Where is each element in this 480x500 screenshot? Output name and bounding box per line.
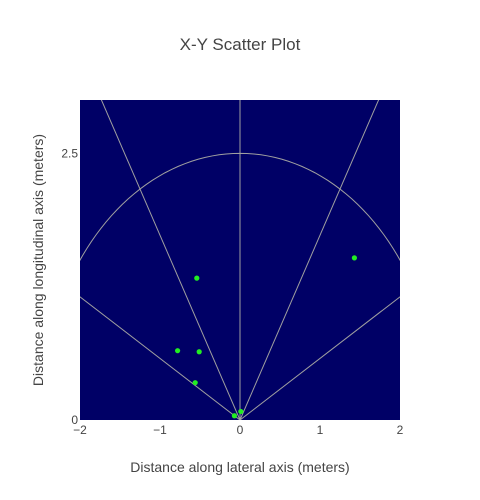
data-point xyxy=(238,408,244,415)
y-tick-label: 0 xyxy=(71,413,78,427)
x-axis-label: Distance along lateral axis (meters) xyxy=(130,459,349,475)
data-points xyxy=(175,255,357,419)
y-tick-label: 2.5 xyxy=(61,146,78,160)
x-tick-label: −2 xyxy=(73,423,87,437)
guide-ray xyxy=(80,296,241,420)
data-point xyxy=(175,348,181,354)
guide-ray xyxy=(239,100,380,420)
x-axis-ticks: −2 −1 0 1 2 xyxy=(73,423,404,437)
x-tick-label: 1 xyxy=(317,423,324,437)
data-point xyxy=(196,349,202,355)
x-tick-label: 0 xyxy=(237,423,244,437)
x-tick-label: 2 xyxy=(397,423,404,437)
data-point xyxy=(351,255,357,261)
data-point xyxy=(231,413,237,419)
y-axis-ticks: 02.5 xyxy=(61,146,78,427)
data-point xyxy=(192,380,198,386)
data-point xyxy=(194,275,200,281)
x-tick-label: −1 xyxy=(153,423,167,437)
guide-lines xyxy=(80,100,400,420)
guide-ray xyxy=(100,100,241,420)
chart-title: X-Y Scatter Plot xyxy=(180,35,301,54)
guide-ray xyxy=(239,296,400,420)
y-axis-label: Distance along longitudinal axis (meters… xyxy=(30,134,46,386)
